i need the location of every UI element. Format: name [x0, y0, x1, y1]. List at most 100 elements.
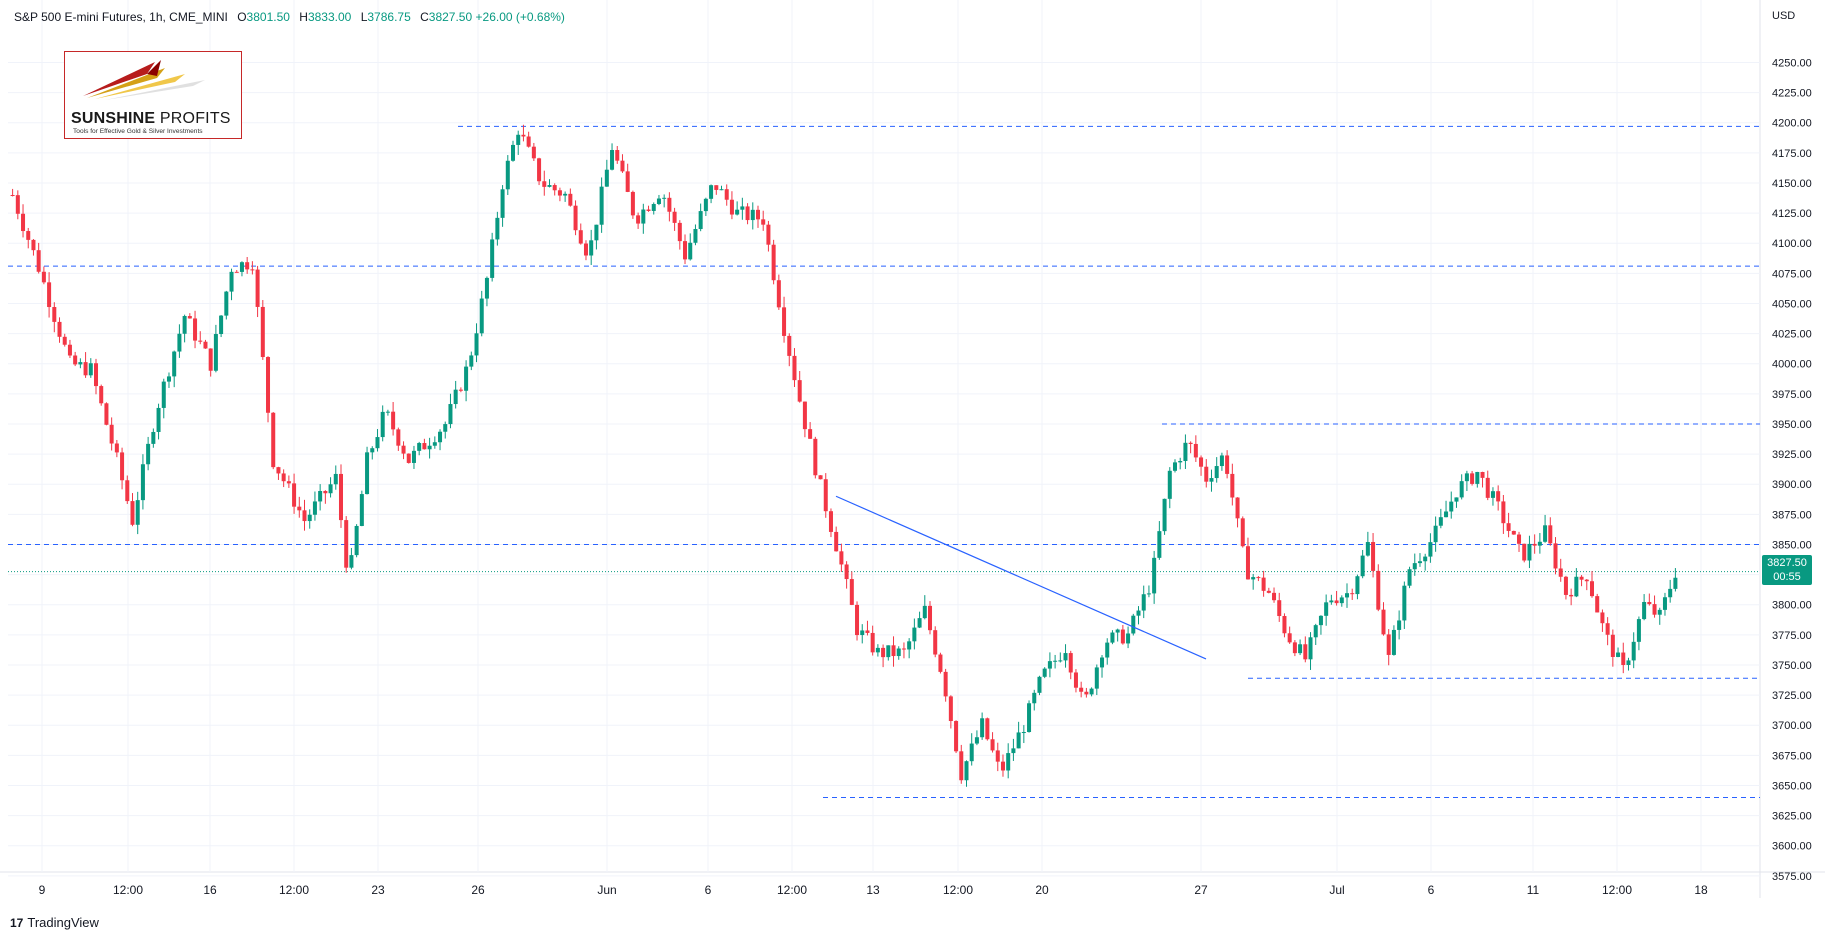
candle-body	[1449, 501, 1454, 512]
candle	[1532, 534, 1537, 554]
candle	[677, 220, 682, 250]
high-value: 3833.00	[307, 10, 352, 24]
candle	[57, 317, 62, 343]
candle-body	[1042, 668, 1047, 677]
candle	[239, 261, 244, 277]
candle	[1511, 530, 1516, 535]
candle	[1230, 463, 1235, 506]
time-tick-label: 11	[1527, 883, 1540, 897]
candle	[776, 274, 781, 310]
candle	[1245, 537, 1250, 580]
candle	[213, 324, 218, 373]
time-tick-label: 9	[39, 883, 46, 897]
symbol-title[interactable]: S&P 500 E-mini Futures, 1h, CME_MINI	[14, 10, 228, 24]
candle	[62, 333, 67, 347]
candle-body	[391, 411, 396, 430]
candle-body	[1485, 477, 1490, 498]
candle-body	[1501, 501, 1506, 524]
candle	[729, 191, 734, 220]
candle	[1522, 543, 1527, 563]
candle	[1631, 632, 1636, 669]
candle-body	[104, 403, 109, 425]
candle	[31, 239, 36, 256]
candle-body	[1365, 542, 1370, 556]
candle-body	[417, 443, 422, 451]
candle-body	[573, 205, 578, 231]
candle	[505, 155, 510, 196]
candle-body	[458, 389, 463, 391]
candle	[719, 185, 724, 191]
candle-body	[1016, 732, 1021, 749]
candle	[67, 339, 72, 359]
price-tick-label: 3675.00	[1772, 750, 1812, 762]
candle	[281, 469, 286, 488]
candle-body	[1230, 473, 1235, 498]
candle-body	[985, 718, 990, 740]
candle	[782, 296, 787, 343]
candle	[1292, 640, 1297, 657]
candle-body	[818, 475, 823, 480]
candle	[427, 437, 432, 459]
candle	[1204, 459, 1209, 488]
candle	[443, 421, 448, 439]
time-tick-label: 12:00	[777, 883, 807, 897]
candle-body	[1146, 593, 1151, 595]
candle-body	[516, 134, 521, 145]
candle	[375, 429, 380, 452]
candle	[1589, 571, 1594, 598]
tradingview-watermark[interactable]: 17 TradingView	[10, 915, 99, 930]
candle	[1376, 564, 1381, 612]
candle	[1470, 470, 1475, 486]
candle	[260, 300, 265, 360]
time-tick-label: 6	[705, 883, 712, 897]
candle	[10, 188, 15, 197]
candle-body	[1605, 623, 1610, 635]
candle-body	[776, 280, 781, 308]
candle-body	[636, 215, 641, 224]
candle-body	[1058, 660, 1063, 662]
candle-body	[1600, 612, 1605, 624]
open-label: O	[237, 10, 247, 24]
candle-body	[1537, 541, 1542, 546]
candle	[1610, 629, 1615, 667]
candle	[974, 730, 979, 746]
candle-body	[307, 514, 312, 522]
price-tick-label: 4000.00	[1772, 359, 1812, 371]
price-tick-label: 3850.00	[1772, 539, 1812, 551]
candle-body	[1251, 577, 1256, 580]
candle	[474, 323, 479, 363]
candle-body	[1407, 569, 1412, 586]
candle	[1595, 593, 1600, 613]
candle	[245, 257, 250, 274]
close-label: C	[420, 10, 429, 24]
candle-body	[1084, 691, 1089, 695]
candle	[1569, 588, 1574, 606]
candle-body	[1131, 615, 1136, 634]
candle-body	[849, 579, 854, 605]
candle-body	[1490, 491, 1495, 498]
candle-body	[907, 641, 912, 650]
candle-body	[865, 630, 870, 633]
candle-body	[1324, 602, 1329, 616]
candle-body	[1454, 497, 1459, 502]
price-tick-label: 3875.00	[1772, 509, 1812, 521]
candle-body	[1032, 692, 1037, 704]
candle-body	[1110, 632, 1115, 643]
candle	[1183, 434, 1188, 469]
candle	[943, 668, 948, 702]
candle-body	[693, 229, 698, 243]
candle	[182, 314, 187, 343]
candle-body	[964, 761, 969, 781]
candle	[1058, 652, 1063, 663]
candle	[1454, 497, 1459, 508]
candle-body	[521, 134, 526, 137]
candle	[1037, 675, 1042, 696]
candle	[745, 203, 750, 225]
candle	[1318, 615, 1323, 635]
candle	[1047, 652, 1052, 678]
candle	[417, 441, 422, 456]
candle-body	[719, 189, 724, 191]
candle	[1657, 607, 1662, 625]
candle	[802, 401, 807, 438]
